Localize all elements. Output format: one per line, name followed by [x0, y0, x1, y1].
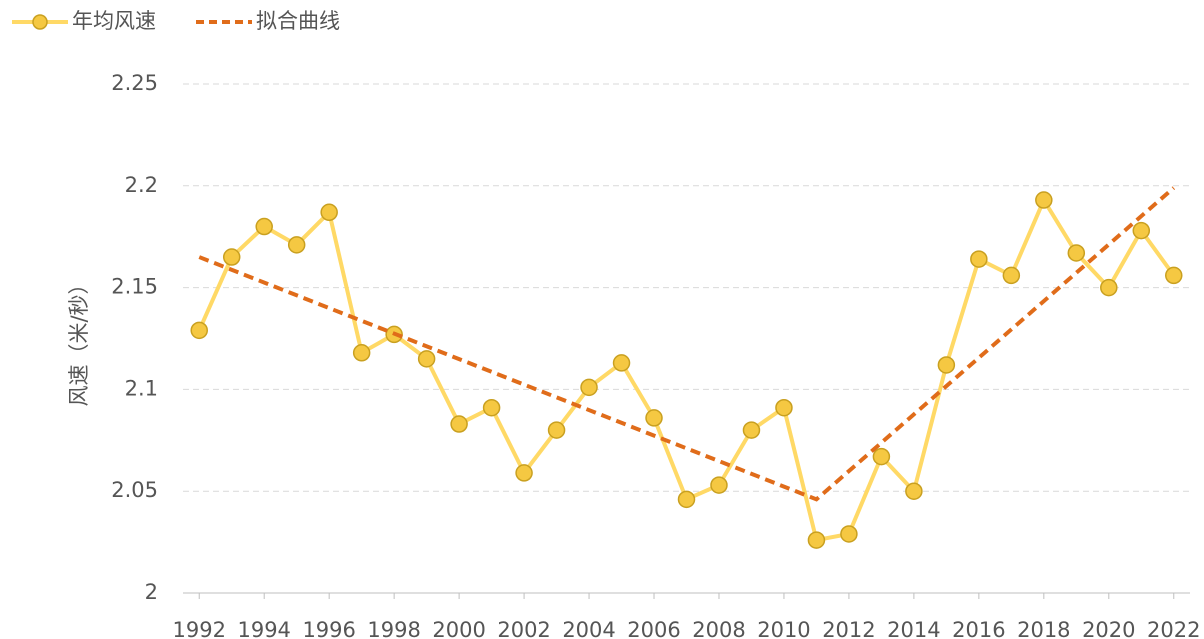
x-tick-label: 2018 — [1017, 618, 1070, 639]
x-tick-label: 2014 — [887, 618, 940, 639]
data-point — [255, 217, 273, 236]
data-point — [710, 476, 728, 494]
data-point — [1035, 191, 1053, 209]
y-tick-label: 2.05 — [111, 478, 158, 502]
y-tick-label: 2.25 — [111, 71, 158, 95]
x-tick-label: 2004 — [562, 618, 615, 639]
x-tick-label: 2002 — [497, 618, 550, 639]
legend-label: 拟合曲线 — [256, 9, 340, 33]
data-point — [352, 344, 371, 362]
x-tick-label: 2020 — [1082, 618, 1135, 639]
x-tick-label: 2006 — [627, 618, 680, 639]
x-tick-label: 1992 — [173, 618, 226, 639]
data-point — [775, 398, 793, 417]
x-tick-label: 2022 — [1147, 618, 1200, 639]
legend-label: 年均风速 — [72, 9, 156, 33]
data-point — [222, 248, 241, 266]
data-point — [287, 236, 306, 254]
x-tick-label: 2000 — [432, 618, 485, 639]
data-point — [742, 421, 761, 439]
data-point — [547, 421, 566, 439]
x-tick-label: 1994 — [237, 618, 290, 639]
x-tick-label: 1996 — [302, 618, 355, 639]
data-point — [905, 482, 923, 500]
y-tick-label: 2.15 — [111, 275, 158, 299]
data-point — [645, 409, 663, 427]
data-point — [1165, 266, 1183, 285]
data-point — [1100, 278, 1118, 297]
x-tick-label: 2010 — [757, 618, 810, 639]
legend-marker — [32, 14, 48, 30]
data-point — [450, 415, 468, 433]
data-point — [872, 447, 891, 466]
data-point — [1067, 244, 1086, 262]
x-tick-label: 2016 — [952, 618, 1005, 639]
data-point — [515, 464, 533, 482]
data-point — [937, 356, 956, 374]
series-line — [197, 195, 1176, 543]
y-tick-label: 2.2 — [125, 173, 158, 197]
y-axis-label: 风速（米/秒） — [67, 273, 91, 406]
data-point — [970, 250, 988, 268]
y-tick-label: 2 — [145, 580, 158, 604]
data-point — [482, 398, 501, 417]
data-point — [1132, 221, 1151, 240]
data-point — [190, 321, 208, 340]
series-line — [198, 186, 1176, 502]
data-point — [1002, 266, 1021, 285]
data-point — [612, 354, 631, 372]
data-point — [580, 378, 598, 397]
data-point — [320, 203, 338, 222]
data-point — [840, 525, 858, 543]
data-point — [807, 531, 826, 549]
x-tick-label: 2012 — [822, 618, 875, 639]
y-tick-label: 2.1 — [125, 376, 158, 400]
data-point — [417, 350, 436, 368]
x-tick-label: 2008 — [692, 618, 745, 639]
x-tick-label: 1998 — [367, 618, 420, 639]
data-point — [677, 490, 696, 509]
